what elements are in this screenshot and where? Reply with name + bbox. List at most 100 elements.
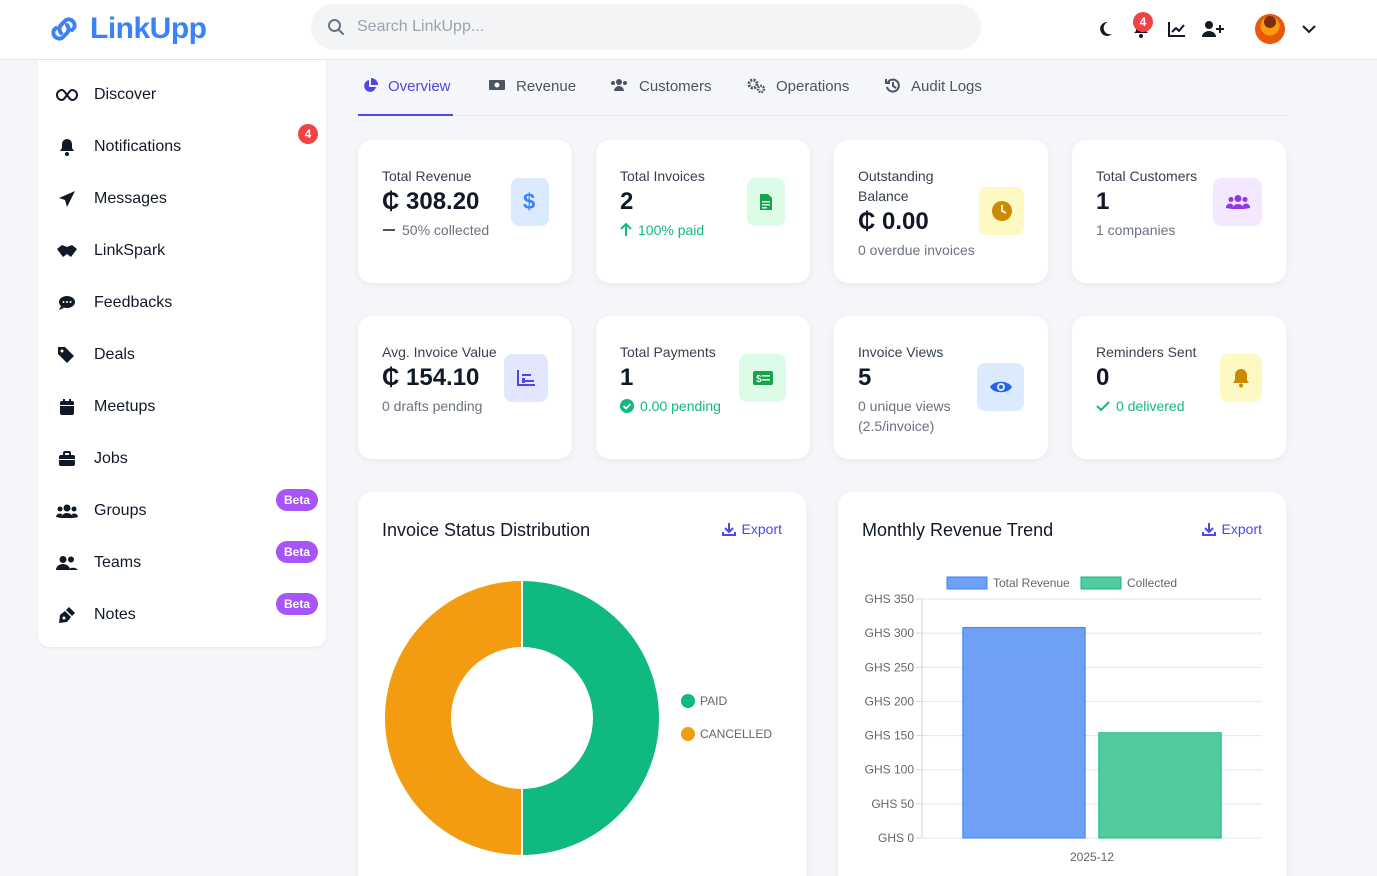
sidebar-item-feedbacks[interactable]: Feedbacks	[56, 283, 318, 323]
stat-card-total-customers: Total Customers 1 1 companies	[1072, 140, 1286, 283]
search-bar	[311, 4, 981, 50]
beta-badge: Beta	[275, 489, 318, 511]
sidebar-item-jobs[interactable]: Jobs	[56, 439, 318, 479]
analytics-button[interactable]	[1165, 16, 1189, 42]
y-tick-label: GHS 300	[865, 626, 915, 640]
users-icon	[56, 500, 78, 522]
sidebar-item-notes[interactable]: Notes Beta	[56, 593, 318, 635]
sidebar-item-label: Notifications	[94, 138, 182, 155]
donut-chart: PAID CANCELLED	[383, 578, 772, 858]
stat-subtext: 0 delivered	[1096, 396, 1185, 416]
sidebar-item-label: Messages	[94, 190, 167, 207]
bell-icon	[56, 136, 78, 158]
stat-subtext: 0 drafts pending	[382, 398, 483, 414]
sidebar-item-deals[interactable]: Deals	[56, 335, 318, 375]
legend-swatch	[681, 694, 695, 708]
sidebar-item-discover[interactable]: Discover	[56, 75, 318, 115]
stat-title: Total Payments	[620, 344, 716, 360]
x-tick-label: 2025-12	[1070, 850, 1114, 864]
stat-title: Avg. Invoice Value	[382, 344, 497, 360]
tab-label: Customers	[639, 78, 712, 95]
stat-card-total-payments: Total Payments 1 0.00 pending $	[596, 316, 810, 459]
theme-toggle-button[interactable]	[1093, 16, 1117, 42]
avatar[interactable]	[1255, 14, 1285, 44]
link-icon	[51, 17, 77, 41]
donut-slice-paid[interactable]	[521, 578, 661, 858]
sidebar-item-label: Jobs	[94, 450, 128, 467]
sidebar-item-label: Teams	[94, 554, 142, 571]
stat-subtext: 0 unique views (2.5/invoice)	[858, 398, 951, 434]
y-tick-label: GHS 250	[865, 660, 915, 674]
pie-chart-icon	[364, 78, 378, 92]
search-input[interactable]	[357, 18, 917, 36]
sidebar-item-label: Notes	[94, 606, 136, 623]
y-tick-label: GHS 50	[871, 797, 914, 811]
invoice-status-panel: Invoice Status Distribution Export PAID C…	[358, 492, 806, 876]
sidebar-item-notifications[interactable]: Notifications 4	[56, 124, 318, 167]
add-connection-button[interactable]	[1201, 16, 1225, 42]
stat-subtext: 1 companies	[1096, 222, 1176, 238]
stat-title: Total Invoices	[620, 168, 705, 184]
dashboard-tabs: Overview Revenue Customers Operations Au…	[358, 60, 1286, 116]
panel-title: Invoice Status Distribution	[382, 520, 591, 540]
stat-title: Outstanding Balance	[858, 168, 934, 204]
money-check-icon: $	[739, 354, 786, 402]
invoice-icon	[747, 178, 785, 226]
stat-card-invoice-views: Invoice Views 5 0 unique views (2.5/invo…	[834, 316, 1048, 459]
stat-card-avg-invoice-value: Avg. Invoice Value ₵ 154.10 0 drafts pen…	[358, 316, 572, 459]
sidebar-item-label: LinkSpark	[94, 242, 166, 259]
clock-icon	[979, 187, 1024, 235]
y-tick-label: GHS 150	[865, 729, 915, 743]
check-icon	[1096, 401, 1110, 412]
handshake-icon	[56, 240, 78, 262]
stat-value: 5	[858, 364, 872, 391]
tab-customers[interactable]: Customers	[609, 78, 712, 116]
logo-text: LinkUpp	[90, 12, 207, 45]
notifications-button[interactable]: 4	[1129, 12, 1153, 42]
history-icon	[885, 78, 900, 93]
arrow-up-icon	[620, 223, 632, 236]
beta-badge: Beta	[275, 541, 318, 563]
export-label: Export	[741, 521, 782, 537]
dollar-icon: $	[511, 178, 549, 226]
stat-value: ₵ 0.00	[858, 208, 929, 235]
top-navbar: LinkUpp 4	[0, 0, 1377, 60]
stat-title: Total Revenue	[382, 168, 472, 184]
stat-value: 1	[1096, 188, 1110, 215]
chart-line-icon	[1168, 22, 1185, 37]
logo[interactable]: LinkUpp	[46, 12, 207, 46]
tab-operations[interactable]: Operations	[746, 78, 849, 116]
bar-total-revenue[interactable]	[962, 627, 1086, 839]
panel-title: Monthly Revenue Trend	[862, 520, 1054, 540]
export-button[interactable]: Export	[721, 521, 782, 537]
chart-bar-icon	[504, 354, 548, 402]
export-label: Export	[1221, 521, 1262, 537]
sidebar-item-linkspark[interactable]: LinkSpark	[56, 231, 318, 271]
user-group-icon	[56, 552, 78, 574]
tab-audit-logs[interactable]: Audit Logs	[885, 78, 982, 116]
notification-count-badge: 4	[1133, 12, 1153, 32]
download-icon	[721, 523, 736, 536]
search-icon	[328, 19, 344, 35]
comment-icon	[56, 292, 78, 314]
export-button[interactable]: Export	[1201, 521, 1262, 537]
sidebar-item-meetups[interactable]: Meetups	[56, 387, 318, 427]
bar-collected[interactable]	[1098, 732, 1222, 839]
donut-slice-cancelled[interactable]	[383, 578, 523, 858]
bar-chart: Total Revenue Collected GHS 0 GHS 50 GHS 100…	[865, 576, 1262, 864]
legend-label: Total Revenue	[993, 576, 1070, 590]
stat-subtext: 0.00 pending	[620, 396, 721, 416]
y-tick-label: GHS 0	[878, 831, 914, 845]
tab-label: Overview	[388, 78, 451, 95]
sidebar-item-messages[interactable]: Messages	[56, 179, 318, 219]
tab-label: Audit Logs	[911, 78, 982, 95]
tab-overview[interactable]: Overview	[358, 78, 453, 116]
sidebar-item-label: Groups	[94, 502, 147, 519]
tab-label: Revenue	[516, 78, 577, 95]
tab-revenue[interactable]: Revenue	[488, 78, 576, 116]
minus-icon	[383, 229, 395, 231]
legend-swatch	[681, 727, 695, 741]
profile-menu-button[interactable]	[1297, 16, 1321, 42]
sidebar-item-teams[interactable]: Teams Beta	[56, 541, 318, 583]
sidebar-item-groups[interactable]: Groups Beta	[56, 489, 318, 531]
